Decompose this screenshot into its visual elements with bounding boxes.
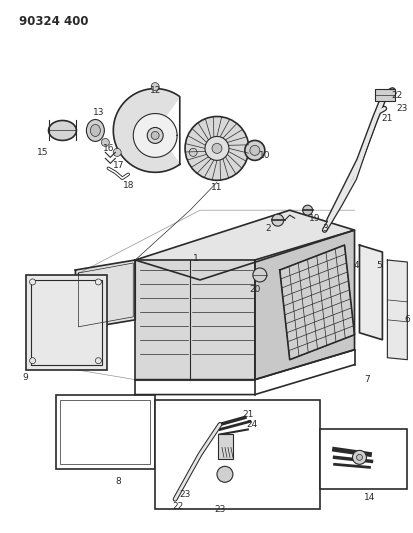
- Circle shape: [212, 143, 222, 154]
- Text: 8: 8: [115, 477, 121, 486]
- Polygon shape: [135, 260, 255, 379]
- Polygon shape: [255, 230, 354, 379]
- Circle shape: [185, 117, 249, 180]
- Polygon shape: [359, 245, 382, 340]
- Ellipse shape: [49, 120, 76, 140]
- Text: 14: 14: [364, 492, 375, 502]
- Text: 22: 22: [173, 502, 184, 511]
- Text: 9: 9: [23, 373, 28, 382]
- Polygon shape: [280, 245, 354, 360]
- Text: 21: 21: [242, 410, 254, 419]
- Text: 90324 400: 90324 400: [19, 15, 88, 28]
- Circle shape: [205, 136, 229, 160]
- Bar: [60, 400, 150, 464]
- Circle shape: [113, 148, 121, 156]
- Polygon shape: [387, 260, 407, 360]
- Bar: [320, 430, 407, 489]
- Text: 6: 6: [404, 316, 410, 324]
- Text: 21: 21: [382, 114, 393, 123]
- Text: 23: 23: [214, 505, 225, 514]
- Polygon shape: [135, 210, 354, 280]
- Bar: [26, 275, 107, 370]
- Circle shape: [356, 454, 363, 461]
- Ellipse shape: [86, 119, 104, 141]
- Circle shape: [101, 139, 109, 147]
- Bar: [55, 394, 155, 470]
- Circle shape: [189, 148, 197, 156]
- Bar: [155, 400, 320, 509]
- Bar: [31, 280, 102, 365]
- Text: 13: 13: [93, 108, 104, 117]
- Circle shape: [147, 127, 163, 143]
- Polygon shape: [133, 114, 177, 157]
- Polygon shape: [76, 260, 135, 330]
- Text: 20: 20: [249, 285, 261, 294]
- Text: 24: 24: [246, 420, 257, 429]
- Text: 4: 4: [354, 261, 359, 270]
- Circle shape: [95, 358, 101, 364]
- Text: 2: 2: [265, 224, 271, 232]
- Circle shape: [95, 279, 101, 285]
- Text: 18: 18: [123, 181, 134, 190]
- Text: 7: 7: [365, 375, 370, 384]
- Text: 17: 17: [113, 161, 124, 170]
- Text: 1: 1: [193, 254, 199, 263]
- Text: 11: 11: [211, 183, 223, 192]
- Bar: [218, 434, 233, 459]
- Circle shape: [151, 132, 159, 140]
- Circle shape: [30, 358, 36, 364]
- Text: 3: 3: [323, 224, 328, 232]
- Text: 10: 10: [259, 151, 271, 160]
- Text: 23: 23: [179, 490, 191, 499]
- Text: 23: 23: [396, 104, 408, 113]
- Polygon shape: [113, 88, 180, 172]
- Text: 19: 19: [309, 214, 320, 223]
- Circle shape: [151, 83, 159, 91]
- Ellipse shape: [90, 125, 100, 136]
- Circle shape: [217, 466, 233, 482]
- Circle shape: [303, 205, 313, 215]
- Circle shape: [245, 140, 265, 160]
- Text: 12: 12: [150, 86, 161, 95]
- Text: 5: 5: [377, 261, 382, 270]
- Circle shape: [272, 214, 284, 226]
- Circle shape: [353, 450, 366, 464]
- Text: 16: 16: [102, 144, 114, 153]
- Text: 22: 22: [392, 91, 403, 100]
- Bar: [375, 88, 395, 101]
- Circle shape: [250, 146, 260, 156]
- Text: 15: 15: [37, 148, 48, 157]
- Circle shape: [30, 279, 36, 285]
- Circle shape: [253, 268, 267, 282]
